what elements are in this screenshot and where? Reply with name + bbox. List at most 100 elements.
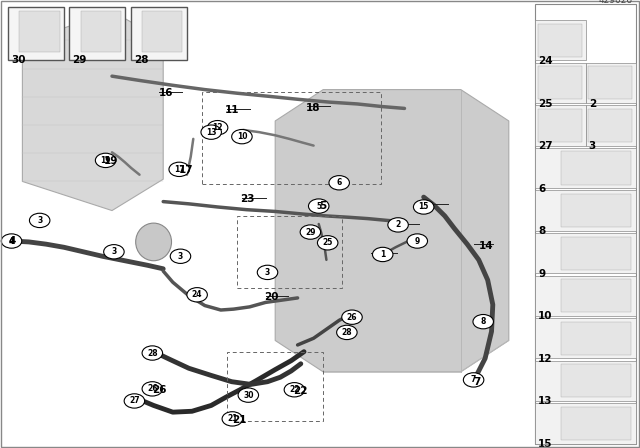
Bar — [535, 318, 636, 358]
Text: 21: 21 — [227, 414, 237, 423]
Text: 4: 4 — [9, 236, 17, 246]
Text: 12: 12 — [212, 123, 223, 132]
Circle shape — [317, 236, 338, 250]
Circle shape — [142, 382, 163, 396]
Text: 3: 3 — [178, 252, 183, 261]
Text: 9: 9 — [415, 237, 420, 246]
Text: 3: 3 — [589, 141, 596, 151]
Circle shape — [284, 383, 305, 397]
Circle shape — [29, 213, 50, 228]
Circle shape — [300, 225, 321, 239]
Bar — [142, 11, 182, 52]
Text: 13: 13 — [538, 396, 553, 406]
Text: 5: 5 — [319, 201, 326, 211]
Text: 1: 1 — [380, 250, 385, 259]
Text: 29: 29 — [305, 228, 316, 237]
Text: 6: 6 — [337, 178, 342, 187]
Text: 8: 8 — [481, 317, 486, 326]
Text: 30: 30 — [243, 391, 253, 400]
Text: 26: 26 — [152, 385, 167, 395]
Text: 21: 21 — [232, 415, 247, 425]
Text: 17: 17 — [174, 165, 184, 174]
Text: 5: 5 — [316, 202, 321, 211]
Bar — [535, 20, 586, 60]
Circle shape — [372, 247, 393, 262]
Text: 27: 27 — [129, 396, 140, 405]
Text: 30: 30 — [11, 55, 26, 65]
Text: 25: 25 — [323, 238, 333, 247]
Circle shape — [169, 162, 189, 177]
Circle shape — [187, 288, 207, 302]
Text: 6: 6 — [538, 184, 545, 194]
Text: 24: 24 — [192, 290, 202, 299]
Text: 12: 12 — [538, 354, 553, 364]
Bar — [561, 322, 631, 355]
Text: 16: 16 — [159, 88, 173, 98]
Text: 24: 24 — [538, 56, 553, 66]
Bar — [535, 105, 586, 146]
Circle shape — [257, 265, 278, 280]
Circle shape — [95, 153, 116, 168]
Text: 22: 22 — [289, 385, 300, 394]
Circle shape — [342, 310, 362, 324]
Text: 19: 19 — [100, 156, 111, 165]
Circle shape — [207, 121, 228, 135]
Text: 3: 3 — [265, 268, 270, 277]
Bar — [588, 109, 632, 142]
Bar — [586, 105, 636, 146]
Ellipse shape — [136, 223, 172, 261]
Text: 3: 3 — [111, 247, 116, 256]
Bar — [538, 24, 582, 57]
Polygon shape — [275, 90, 509, 372]
Text: 22: 22 — [293, 386, 308, 396]
Bar — [538, 66, 582, 99]
Text: 10: 10 — [538, 311, 553, 321]
Circle shape — [329, 176, 349, 190]
Text: 2: 2 — [589, 99, 596, 108]
Bar — [237, 216, 342, 288]
Bar — [535, 361, 636, 401]
Circle shape — [407, 234, 428, 248]
Text: 3: 3 — [37, 216, 42, 225]
Circle shape — [142, 346, 163, 360]
Text: 4: 4 — [9, 237, 14, 246]
Bar — [535, 276, 636, 316]
Text: 7: 7 — [471, 375, 476, 384]
Bar — [131, 7, 187, 60]
Text: 8: 8 — [538, 226, 545, 236]
Circle shape — [232, 129, 252, 144]
Text: 28: 28 — [147, 349, 157, 358]
Text: 10: 10 — [237, 132, 247, 141]
Text: 13: 13 — [206, 128, 216, 137]
Bar — [227, 352, 323, 421]
Circle shape — [1, 234, 22, 248]
Text: 28: 28 — [134, 55, 148, 65]
Circle shape — [104, 245, 124, 259]
Text: 26: 26 — [347, 313, 357, 322]
Text: 25: 25 — [538, 99, 553, 108]
Circle shape — [388, 218, 408, 232]
Text: 23: 23 — [240, 194, 255, 204]
Text: 7: 7 — [474, 377, 481, 387]
Bar — [561, 364, 631, 397]
Circle shape — [238, 388, 259, 402]
Circle shape — [413, 200, 434, 214]
Bar — [19, 11, 60, 52]
Polygon shape — [22, 11, 163, 211]
Text: 9: 9 — [538, 269, 545, 279]
Circle shape — [463, 373, 484, 387]
Bar — [202, 92, 381, 184]
Circle shape — [201, 125, 221, 139]
Bar — [8, 7, 64, 60]
Bar — [535, 148, 636, 188]
Bar — [586, 63, 636, 103]
Bar — [535, 63, 586, 103]
Bar — [535, 190, 636, 231]
Bar — [561, 151, 631, 185]
Bar — [588, 66, 632, 99]
Text: 15: 15 — [538, 439, 553, 448]
Bar — [561, 194, 631, 227]
Circle shape — [222, 412, 243, 426]
Text: 18: 18 — [306, 103, 321, 112]
Text: 15: 15 — [419, 202, 429, 211]
